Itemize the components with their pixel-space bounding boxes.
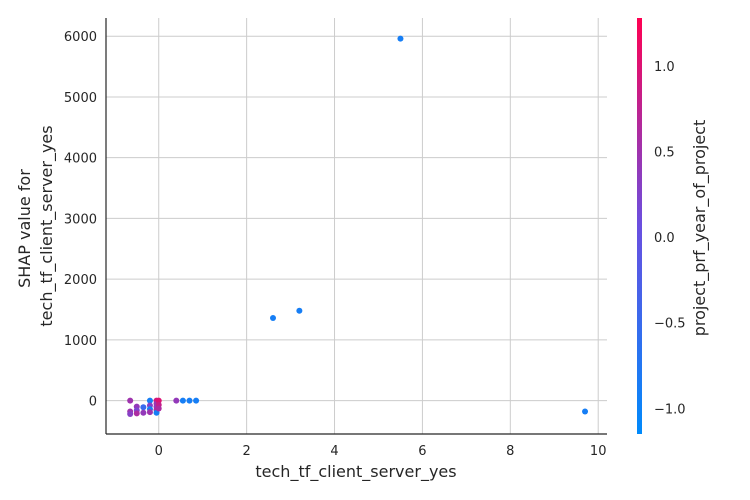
x-tick-label: 0 [155, 444, 163, 459]
x-tick-label: 8 [506, 444, 514, 459]
data-point [140, 404, 147, 411]
scatter-points [127, 35, 589, 417]
y-tick-label: 0 [89, 395, 97, 410]
y-tick-labels: 0 1000 2000 3000 4000 5000 6000 [64, 30, 97, 409]
axes [105, 18, 607, 435]
colorbar: −1.0 −0.5 0.0 0.5 1.0 project_prf_year_of_pr… [637, 18, 710, 434]
y-axis-label-line-2: tech_tf_client_server_yes [37, 125, 57, 326]
grid-lines [106, 18, 607, 434]
colorbar-tick-labels: −1.0 −0.5 0.0 0.5 1.0 [654, 60, 686, 417]
colorbar-tick-label: 0.0 [654, 231, 675, 246]
data-point [155, 405, 162, 412]
colorbar-tick-label: 1.0 [654, 60, 675, 75]
data-point [146, 397, 153, 404]
colorbar-label: project_prf_year_of_project [690, 120, 710, 337]
x-tick-label: 4 [330, 444, 338, 459]
data-point [155, 397, 162, 404]
x-tick-label: 6 [418, 444, 426, 459]
data-point [186, 397, 193, 404]
colorbar-tick-label: −0.5 [654, 317, 686, 332]
data-point [582, 408, 589, 415]
colorbar-gradient [637, 18, 642, 434]
colorbar-tick-label: −1.0 [654, 402, 686, 417]
x-tick-label: 2 [242, 444, 250, 459]
y-tick-label: 3000 [64, 212, 97, 227]
colorbar-tick-label: 0.5 [654, 146, 675, 161]
y-tick-label: 2000 [64, 273, 97, 288]
y-tick-label: 1000 [64, 334, 97, 349]
data-point [193, 397, 200, 404]
y-axis-label: SHAP value for tech_tf_client_server_yes [15, 125, 57, 326]
y-tick-label: 5000 [64, 91, 97, 106]
data-point [397, 35, 404, 42]
x-tick-labels: 0 2 4 6 8 10 [155, 444, 607, 459]
data-point [133, 410, 140, 417]
data-point [127, 410, 134, 417]
x-tick-label: 10 [590, 444, 607, 459]
x-axis-label: tech_tf_client_server_yes [255, 462, 456, 482]
data-point [127, 397, 134, 404]
data-point [270, 315, 276, 322]
y-tick-label: 6000 [64, 30, 97, 45]
y-tick-label: 4000 [64, 152, 97, 167]
data-point [140, 409, 147, 416]
data-point [296, 307, 303, 314]
data-point [146, 409, 153, 416]
y-axis-label-line-1: SHAP value for [15, 169, 34, 288]
data-point [179, 397, 186, 404]
data-point [173, 397, 180, 404]
